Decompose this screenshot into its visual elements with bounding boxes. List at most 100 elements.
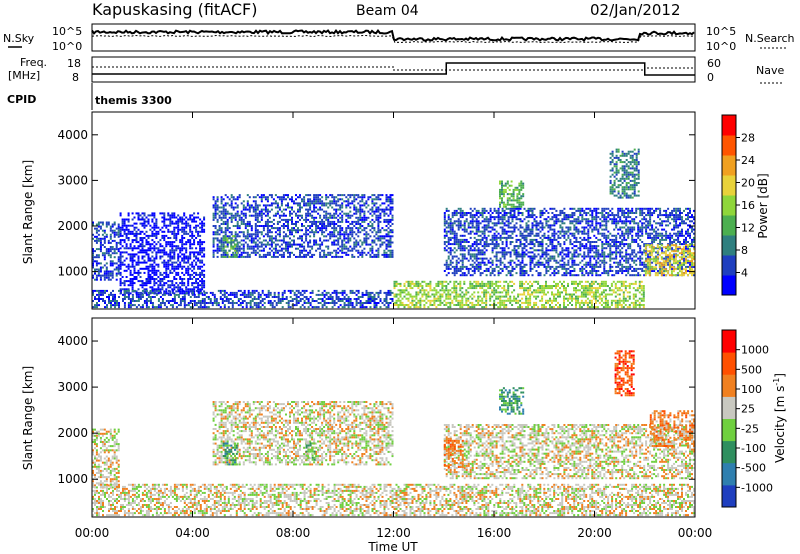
heat-cell [165,234,168,237]
heat-cell [244,223,247,225]
heat-cell [149,265,152,268]
heat-cell [127,304,130,307]
heat-cell [453,236,456,239]
heat-cell [241,300,244,302]
heat-cell [151,265,154,268]
heat-cell [367,223,370,225]
heat-cell [383,237,386,240]
heat-cell [509,280,512,283]
heat-cell [125,257,128,260]
heat-cell [252,200,255,203]
heat-cell [465,299,468,302]
heat-cell [112,300,114,302]
heat-cell [163,212,166,215]
heat-cell [127,224,130,227]
heat-cell [497,291,500,294]
heat-cell [535,289,538,292]
heat-cell [243,300,246,302]
heat-cell [258,231,261,234]
heat-cell [387,304,390,307]
heat-cell [467,297,470,300]
heat-cell [531,291,534,294]
heat-cell [475,253,478,256]
heat-cell [235,251,238,254]
heat-cell [287,249,289,252]
heat-cell [616,280,619,283]
heat-cell [139,291,142,294]
heat-cell [361,249,364,252]
heat-cell [475,209,478,212]
heat-cell [361,210,364,213]
heat-cell [341,247,344,250]
heat-cell [165,224,168,227]
heat-cell [443,228,446,231]
heat-cell [129,292,132,295]
heat-cell [121,239,124,242]
heat-cell [224,210,227,213]
heat-cell [327,220,330,223]
heat-cell [220,223,223,225]
heat-cell [195,257,198,260]
heat-cell [616,301,619,304]
heat-cell [189,306,192,309]
heat-cell [503,263,506,266]
heat-cell [333,291,336,294]
heat-cell [375,198,378,201]
heat-cell [216,206,219,209]
heat-cell [553,280,555,283]
heat-cell [309,206,312,209]
heat-cell [181,298,184,300]
heat-cell [582,291,585,294]
heat-cell [483,218,486,221]
heat-cell [173,226,176,229]
heat-cell [423,291,426,294]
heat-cell [459,209,462,212]
heat-cell [241,306,244,309]
heat-cell [363,251,366,254]
heat-cell [535,304,538,306]
heat-cell [475,212,478,214]
heat-cell [99,227,102,230]
heat-cell [274,237,277,240]
heat-cell [143,245,146,248]
heat-cell [469,301,472,304]
heat-cell [315,216,318,219]
heat-cell [169,230,172,233]
heat-cell [347,204,350,207]
heat-cell [339,300,342,302]
heat-cell [371,225,374,227]
heat-cell [151,304,154,307]
heat-cell [638,304,641,306]
heat-cell [419,291,422,294]
heat-cell [485,228,488,231]
heat-cell [147,293,150,296]
heat-cell [443,214,446,217]
heat-cell [395,285,398,287]
heat-cell [495,243,498,246]
heat-cell [640,293,643,296]
heat-cell [189,226,192,229]
heat-cell [311,247,314,250]
heat-cell [220,212,223,215]
heat-cell [505,241,508,243]
heat-cell [282,208,285,211]
heat-cell [221,293,224,296]
heat-cell [389,200,392,203]
heat-cell [319,298,322,300]
heat-cell [216,204,219,207]
heat-cell [351,214,354,217]
heat-cell [285,198,287,201]
heat-cell [272,237,275,240]
heat-cell [167,237,170,239]
heat-cell [331,291,334,294]
heat-cell [116,300,118,302]
heat-cell [333,202,336,205]
heat-cell [455,267,458,270]
heat-cell [383,212,386,215]
heat-cell [110,302,112,304]
heat-cell [399,289,402,292]
heat-cell [479,222,482,225]
heat-cell [270,245,273,248]
heat-cell [254,200,257,203]
